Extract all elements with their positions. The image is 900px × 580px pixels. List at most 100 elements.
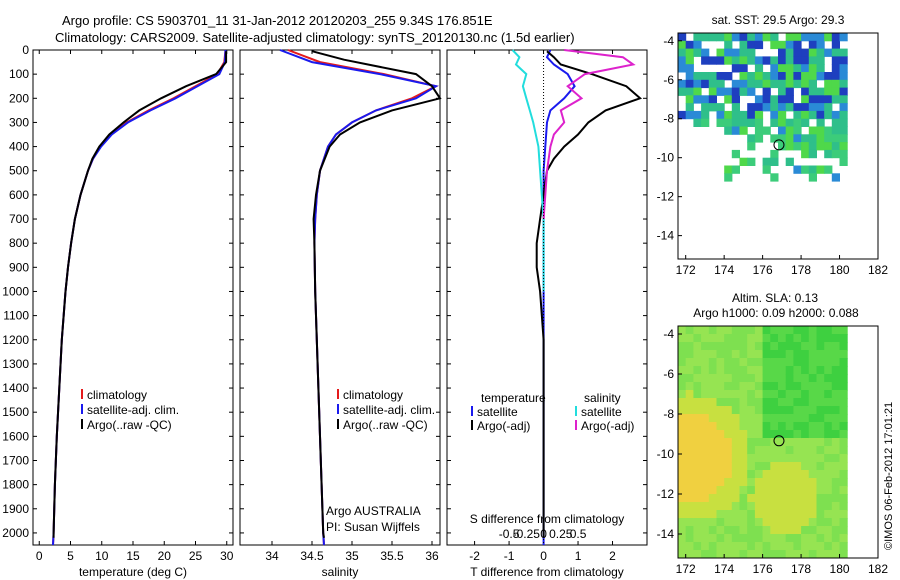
map-cell [762, 542, 771, 551]
map-cell [816, 494, 825, 503]
x-tick-label: 178 [791, 562, 811, 576]
map-cell [816, 126, 825, 135]
map-cell [762, 56, 771, 65]
map-cell [793, 438, 802, 447]
map-cell [831, 118, 840, 127]
map-cell [770, 157, 779, 166]
map-cell [801, 64, 810, 73]
map-cell [762, 438, 771, 447]
map-frame [677, 32, 879, 260]
map-cell [762, 406, 771, 415]
map-cell [747, 326, 756, 335]
map-cell [839, 518, 848, 527]
map-cell [762, 374, 771, 383]
map-cell [785, 486, 794, 495]
map-cell [731, 454, 740, 463]
map-cell [816, 87, 825, 96]
map-cell [785, 118, 794, 127]
series-group-3 [511, 49, 643, 545]
map-cell [762, 486, 771, 495]
map-cell [801, 118, 810, 127]
map-cell [785, 342, 794, 351]
map-cell [801, 534, 810, 543]
map-cell [778, 79, 787, 89]
map-cell [724, 486, 733, 495]
x-tick-label: 0 [36, 549, 43, 563]
x-axis-label: T difference from climatology [470, 565, 624, 579]
map-cell [785, 398, 794, 407]
x-axis-label: salinity [322, 565, 359, 579]
map-cell [701, 446, 710, 455]
map-cell [754, 446, 764, 455]
map-cell [801, 542, 810, 551]
map-cell [778, 502, 787, 511]
map-cell [708, 438, 717, 447]
map-panel-1: 172 174 176 178 180 182 -4 -6 -8 -10 -12 -14 [657, 32, 888, 277]
map-cell [808, 526, 817, 535]
map-cell [762, 87, 771, 96]
map-cell [724, 40, 733, 50]
map-cell [716, 422, 725, 431]
map-cell [770, 494, 779, 503]
y-tick-label: -10 [657, 151, 675, 165]
map-cell [839, 398, 848, 407]
map-cell [685, 534, 694, 543]
map-cell [716, 334, 725, 343]
map-cell [808, 173, 817, 182]
map-cell [762, 342, 771, 351]
map-cell [770, 95, 779, 104]
map-cell [701, 414, 710, 423]
map-cell [839, 366, 848, 375]
map-cell [785, 64, 794, 73]
map-cell [808, 438, 817, 447]
map-cell [678, 526, 687, 535]
map-cell [778, 64, 787, 73]
map-cell [693, 48, 702, 57]
map-cell [693, 382, 702, 391]
map-cell [739, 526, 748, 535]
annotation-line-2: PI: Susan Wijffels [326, 520, 420, 534]
map-cell [778, 72, 787, 81]
map-cell [801, 165, 810, 174]
map-cell [708, 510, 717, 519]
map-cell [831, 462, 840, 471]
map-cell [831, 326, 840, 335]
map-cell [785, 478, 794, 487]
map-cell [685, 40, 694, 50]
map-cell [793, 72, 802, 81]
map-cell [839, 382, 848, 391]
map-cell [824, 454, 833, 463]
map-cell [701, 95, 710, 104]
map-cell [824, 342, 833, 351]
map-cell [816, 358, 825, 367]
map-cell [778, 334, 787, 343]
map-cell [762, 157, 771, 166]
map-cell [716, 56, 725, 65]
map-cell [816, 422, 825, 431]
map-cell [762, 414, 771, 423]
map-cell [824, 462, 833, 471]
map-cell [839, 486, 848, 495]
map-cell [839, 103, 848, 112]
map-cell [693, 40, 702, 50]
map-cell [716, 87, 725, 96]
map-cell [785, 510, 794, 519]
map-cell [747, 502, 756, 511]
map-cell [785, 422, 794, 431]
y-tick-label: -14 [657, 527, 675, 541]
map-cell [801, 72, 810, 81]
map-cell [816, 438, 825, 447]
map-cell [701, 438, 710, 447]
y-tick-label: -12 [657, 190, 675, 204]
map-cell [762, 358, 771, 367]
map-cell [724, 470, 733, 479]
map-cell [678, 48, 687, 57]
argo-location-marker [773, 435, 785, 447]
map-cell [816, 350, 825, 359]
map-cell [778, 414, 787, 423]
map-cell [770, 534, 779, 543]
map-cell [808, 510, 817, 519]
map-cell [731, 64, 740, 73]
map-cell [824, 72, 833, 81]
series-line-3 [511, 49, 545, 292]
